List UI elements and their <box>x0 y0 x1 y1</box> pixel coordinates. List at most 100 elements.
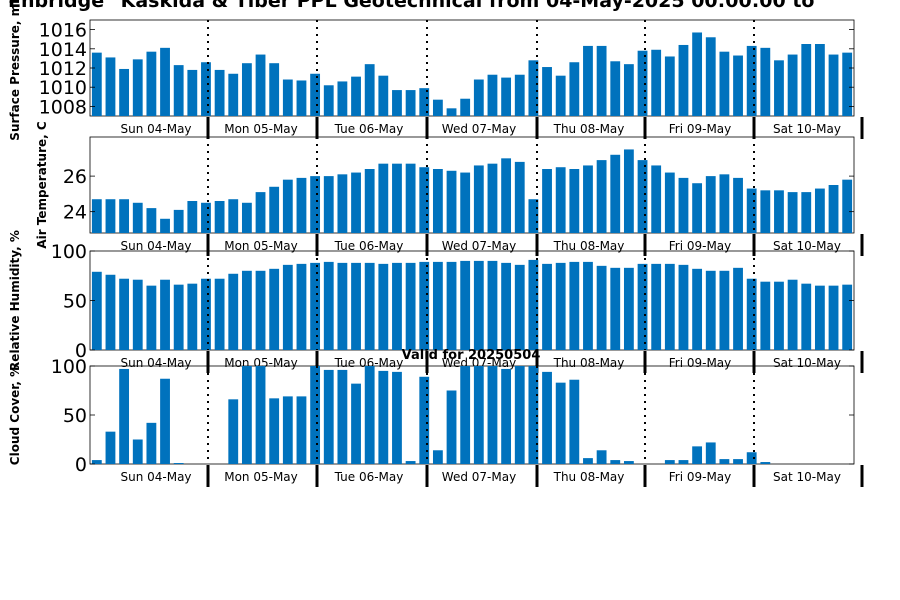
bar <box>378 163 389 233</box>
bar <box>91 460 102 464</box>
bar <box>214 201 225 233</box>
bar <box>446 170 457 233</box>
bar <box>664 460 675 464</box>
bar <box>460 172 471 233</box>
bar <box>801 283 812 350</box>
bar <box>501 368 512 464</box>
bar <box>310 366 321 464</box>
day-label: Tue 06-May <box>334 470 404 484</box>
day-label: Tue 06-May <box>334 356 404 370</box>
bar <box>119 368 130 464</box>
bar <box>814 188 825 233</box>
bar <box>651 165 662 233</box>
bar <box>364 366 375 464</box>
bar <box>146 208 157 233</box>
bar <box>501 158 512 233</box>
bar <box>514 264 525 350</box>
bar <box>255 54 266 116</box>
y-axis-label: Air Temperature, C <box>35 121 49 249</box>
y-tick-label: 50 <box>63 405 87 427</box>
bar <box>473 366 484 464</box>
bar <box>583 261 593 350</box>
bar <box>228 273 239 350</box>
day-label: Mon 05-May <box>224 122 298 136</box>
bar <box>214 278 225 350</box>
bar <box>187 283 198 350</box>
bar <box>146 422 157 464</box>
bar <box>201 278 211 350</box>
bar <box>296 396 307 464</box>
bar <box>269 186 280 233</box>
bar <box>610 154 621 233</box>
bar <box>364 64 375 116</box>
bar <box>337 81 348 116</box>
chart-title: Enbridge "Kaskida & Tiber PPL Geotechnic… <box>8 0 814 12</box>
bar <box>337 174 348 233</box>
bar <box>623 149 634 233</box>
bar <box>664 56 675 116</box>
bar <box>719 459 730 464</box>
bar <box>733 459 743 464</box>
bar <box>173 209 184 233</box>
bar <box>774 60 784 116</box>
bar <box>705 176 716 233</box>
bar <box>119 199 130 233</box>
bar <box>392 163 402 233</box>
bar <box>419 261 430 350</box>
bar <box>705 270 716 350</box>
bar <box>460 260 471 350</box>
bar <box>473 260 484 350</box>
bar <box>842 179 853 233</box>
bar <box>651 263 662 350</box>
y-tick-label: 1016 <box>39 20 87 42</box>
bar <box>692 183 703 233</box>
bar <box>569 261 580 350</box>
bar <box>583 165 593 233</box>
day-label: Sat 10-May <box>773 239 841 253</box>
bar <box>460 98 471 116</box>
bar <box>664 172 675 233</box>
bar <box>160 279 170 350</box>
bar <box>228 399 239 464</box>
bar <box>91 52 102 116</box>
bar <box>269 268 280 350</box>
day-label: Sun 04-May <box>120 356 191 370</box>
bar <box>705 37 716 116</box>
day-label: Sat 10-May <box>773 356 841 370</box>
bar <box>405 90 416 116</box>
bar <box>214 69 225 116</box>
bar <box>446 108 457 116</box>
bar <box>282 264 293 350</box>
bar <box>323 85 334 116</box>
bar <box>119 68 130 116</box>
bar <box>528 60 539 116</box>
bar <box>269 63 280 116</box>
bar <box>719 270 730 350</box>
bar <box>432 169 443 233</box>
bar <box>351 76 361 116</box>
bar <box>760 281 771 350</box>
bar <box>241 202 252 233</box>
bar <box>255 270 266 350</box>
bar <box>310 262 321 350</box>
bar <box>569 169 580 233</box>
bar <box>282 396 293 464</box>
bar <box>241 270 252 350</box>
bar <box>542 169 552 233</box>
bar <box>746 45 757 116</box>
bar <box>569 62 580 116</box>
bar <box>405 262 416 350</box>
bar <box>623 461 634 464</box>
bar <box>555 262 566 350</box>
bar <box>323 261 334 350</box>
bar <box>637 263 648 350</box>
day-label: Wed 07-May <box>442 239 516 253</box>
bar <box>814 44 825 116</box>
bar <box>173 65 184 116</box>
bar <box>828 54 839 116</box>
bar <box>501 77 512 116</box>
bar <box>555 75 566 116</box>
day-label: Thu 08-May <box>553 239 625 253</box>
